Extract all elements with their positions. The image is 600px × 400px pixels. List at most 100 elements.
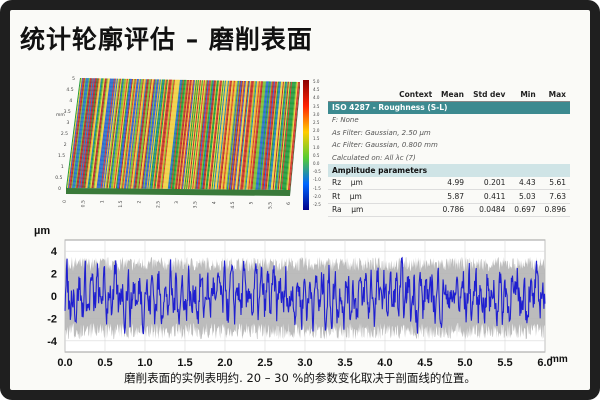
surface-stripe <box>129 79 143 189</box>
surface-stripe <box>158 79 172 189</box>
surface-stripe <box>274 81 286 190</box>
surface-stripe <box>146 79 160 189</box>
surface-stripe <box>176 79 190 189</box>
surface-stripe <box>207 80 220 190</box>
surface-stripe <box>223 80 236 190</box>
col-max: Max <box>539 88 570 102</box>
y-axis: 4 2 0 -2 -4 <box>47 246 58 348</box>
page-title: 统计轮廓评估 – 磨削表面 <box>20 25 313 54</box>
surface-stripe <box>218 80 231 190</box>
surface-stripe <box>119 78 134 189</box>
surface-stripe <box>226 80 239 190</box>
surface-stripe <box>89 78 104 189</box>
mean-value: 0.786 <box>436 203 468 217</box>
surface-stripe <box>259 81 271 190</box>
surface-stripe <box>179 80 192 190</box>
surface-stripe <box>143 79 157 189</box>
profile-band <box>65 256 545 340</box>
surface-stripe <box>79 78 94 189</box>
surface-stripe <box>70 78 85 189</box>
col-min: Min <box>509 88 540 102</box>
col-mean: Mean <box>436 88 468 102</box>
surface-stripe <box>104 78 119 189</box>
colorbar-tick: -2.0 <box>313 193 321 199</box>
surface-stripe <box>237 81 249 190</box>
x-tick-label: 1.0 <box>137 357 152 368</box>
surface-stripe <box>249 81 261 190</box>
table-row: Rz µm 4.99 0.201 4.43 5.61 <box>328 176 570 190</box>
surface-stripe <box>145 79 159 189</box>
surface-stripe <box>126 79 140 189</box>
max-value: 5.61 <box>539 176 570 190</box>
surface-stripe <box>263 81 275 190</box>
surface-stripe <box>271 81 283 190</box>
surface-stripe <box>135 79 149 189</box>
surface-stripe <box>118 78 133 189</box>
surface-stripe <box>258 81 270 190</box>
surface-stripe <box>247 81 259 190</box>
surface-stripe <box>276 81 288 190</box>
surface-stripe <box>133 79 147 189</box>
surface-stripe <box>149 79 163 189</box>
surface-stripe <box>103 78 118 189</box>
surface-stripe <box>111 78 126 189</box>
std-value: 0.201 <box>468 176 510 190</box>
caption: 磨削表面的实例表明约. 20 – 30 %的参数变化取决于剖面线的位置。 <box>124 371 476 385</box>
mean-value: 5.87 <box>436 189 468 204</box>
colorbar-tick: 0.0 <box>313 161 320 167</box>
surface-stripe <box>112 78 127 189</box>
surface-stripe <box>254 81 266 190</box>
surface-y-tick: 1 <box>61 164 64 170</box>
mean-value: 4.99 <box>436 176 468 190</box>
surface-stripe <box>73 78 88 189</box>
surface-stripe <box>232 80 245 190</box>
surface-stripe <box>262 81 274 190</box>
surface-stripe <box>230 80 243 190</box>
surface-stripe <box>82 78 97 189</box>
surface-stripe <box>116 78 131 189</box>
surface-stripe <box>265 81 277 190</box>
surface-stripe <box>161 79 175 189</box>
surface-stripe <box>154 79 168 189</box>
profile-band-area <box>65 256 545 340</box>
surface-stripe <box>205 80 218 190</box>
max-value: 0.896 <box>539 203 570 217</box>
std-value: 0.411 <box>468 189 510 204</box>
surface-stripe <box>172 79 186 189</box>
surface-stripe <box>95 78 110 189</box>
surface-stripe <box>100 78 115 189</box>
surface-stripe <box>251 81 263 190</box>
surface-stripe <box>279 81 291 190</box>
surface-stripe <box>213 80 226 190</box>
surface-stripe <box>178 80 191 190</box>
surface-stripe <box>206 80 219 190</box>
surface-stripe <box>275 81 287 190</box>
surface-stripe <box>168 79 182 189</box>
surface-stripe <box>162 79 176 189</box>
surface-stripe <box>138 79 152 189</box>
surface-x-tick: 0.5 <box>81 200 87 207</box>
filter-note: Ac Filter: Gaussian, 0.800 mm <box>332 141 438 150</box>
col-context: Context <box>394 88 437 102</box>
surface-stripe <box>110 78 125 189</box>
x-tick-label: 4.5 <box>417 357 432 368</box>
surface-stripe <box>243 81 255 190</box>
surface-stripe <box>185 80 198 190</box>
surface-stripe <box>81 78 96 189</box>
surface-stripe <box>196 80 209 190</box>
colorbar-tick: 0.5 <box>313 152 320 158</box>
surface-stripe <box>245 81 257 190</box>
surface-stripe <box>150 79 164 189</box>
surface-stripe <box>174 79 188 189</box>
surface-stripe <box>273 81 285 190</box>
surface-stripe <box>86 78 101 189</box>
surface-stripe <box>139 79 153 189</box>
surface-stripe <box>183 80 196 190</box>
surface-stripe <box>228 80 241 190</box>
surface-stripe <box>224 80 237 190</box>
surface-stripe <box>239 81 251 190</box>
surface-y-tick: 3.5 <box>64 109 71 115</box>
surface-stripe <box>102 78 117 189</box>
surface-stripe <box>108 78 123 189</box>
